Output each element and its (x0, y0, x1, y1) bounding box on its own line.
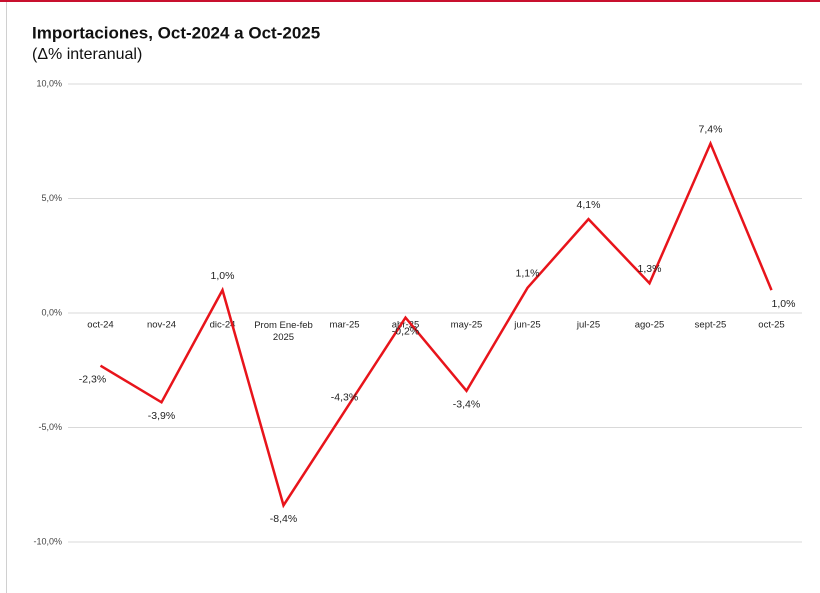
y-tick-label: 0,0% (41, 307, 62, 317)
data-label: 1,1% (516, 268, 540, 280)
x-tick-label: mar-25 (329, 320, 359, 331)
x-tick-label: oct-25 (758, 320, 784, 331)
x-tick-label: ago-25 (635, 320, 665, 331)
data-label: -2,3% (79, 373, 106, 385)
x-tick-label: dic-24 (210, 320, 236, 331)
chart-subtitle: (Δ% interanual) (32, 46, 142, 63)
x-tick-label: Prom Ene-feb 2025 (254, 320, 313, 343)
data-label: -3,4% (453, 399, 480, 411)
data-label: 1,3% (638, 263, 662, 275)
y-tick-label: -5,0% (38, 422, 62, 432)
data-label: 7,4% (699, 123, 723, 135)
x-tick-label: abr-25 (392, 320, 419, 331)
data-line (99, 140, 773, 509)
top-border (0, 0, 820, 2)
x-tick-label: nov-24 (147, 320, 176, 331)
y-tick-label: 5,0% (41, 193, 62, 203)
x-tick-label: jul-25 (576, 320, 600, 331)
x-tick-label: sept-25 (695, 320, 727, 331)
x-tick-label: oct-24 (87, 320, 113, 331)
x-tick-label: jun-25 (513, 320, 540, 331)
data-label: 1,0% (211, 270, 235, 282)
y-tick-label: 10,0% (36, 78, 62, 88)
data-label: -8,4% (270, 513, 297, 525)
data-label: 1,0% (772, 298, 796, 310)
chart-title: Importaciones, Oct-2024 a Oct-2025 (32, 23, 320, 42)
data-label: -4,3% (331, 391, 358, 403)
data-label: -0,2% (392, 325, 419, 337)
y-tick-label: -10,0% (33, 536, 62, 546)
left-border (6, 2, 7, 593)
data-label: -3,9% (148, 410, 175, 422)
data-label: 4,1% (577, 199, 601, 211)
x-tick-label: may-25 (451, 320, 483, 331)
